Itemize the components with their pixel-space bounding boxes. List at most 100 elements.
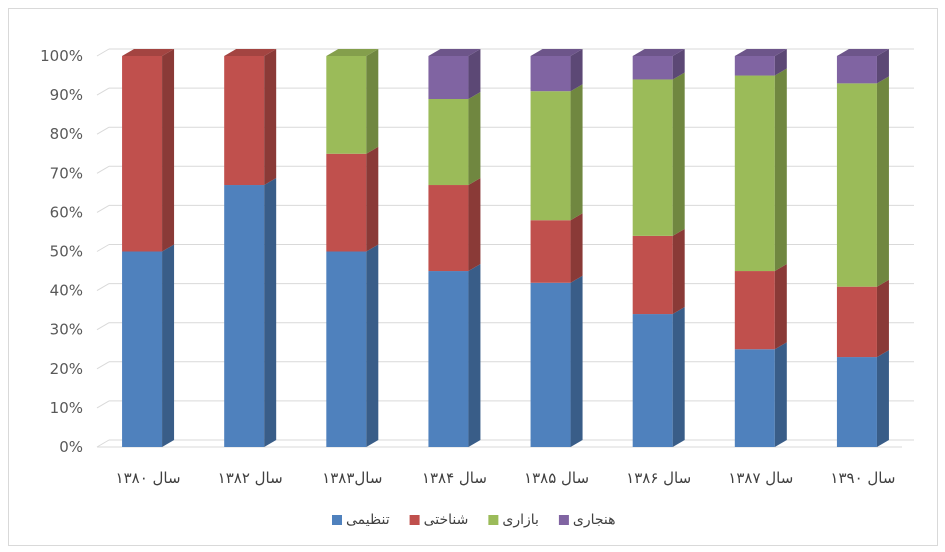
legend-swatch (488, 515, 499, 525)
gridline-depth (96, 439, 110, 448)
bar-segment-side (672, 307, 685, 447)
bar-segment-front (428, 99, 469, 186)
bar-segment-side (570, 49, 583, 92)
bar-segment-side (468, 49, 481, 100)
gridline-depth (96, 361, 110, 370)
bar-segment-side (774, 342, 787, 447)
bar-top (224, 49, 277, 56)
bar-segment-side (774, 264, 787, 350)
bar-segment-front (326, 153, 367, 252)
bar-segment-front (632, 79, 673, 236)
legend-label: بازاری (502, 512, 539, 528)
gridline-depth (96, 48, 110, 57)
bar-segment-front (836, 83, 877, 287)
bar-segment-front (224, 56, 265, 186)
stacked-bar-chart: 0% 10% 20% 30% 40% 50% 60% 70% 80% 90% 100% سال ۱۳۸… (40, 47, 914, 528)
legend-label: هنجاری (573, 512, 616, 528)
bar-segment-front (836, 357, 877, 447)
bar-segment-front (530, 91, 571, 221)
y-tick-label: 40% (50, 282, 83, 300)
y-tick-label: 90% (50, 86, 83, 104)
y-tick-label: 70% (50, 164, 83, 182)
bar-segment-front (530, 220, 571, 283)
gridline-depth (96, 204, 110, 213)
bar-segment-side (570, 84, 583, 221)
bar-segment-front (632, 235, 673, 315)
bar-segment-side (876, 76, 889, 287)
y-tick-label: 100% (40, 47, 83, 65)
bar-segment-side (468, 264, 481, 447)
gridline-depth (96, 400, 110, 409)
bar-segment-side (366, 49, 379, 154)
bar-segment-side (366, 244, 379, 447)
bar-top (122, 49, 175, 56)
gridline-depth (96, 126, 110, 135)
bar-segment-front (428, 271, 469, 447)
bar-segment-side (264, 178, 277, 447)
legend-swatch (558, 515, 569, 525)
y-tick-label: 0% (59, 438, 83, 456)
x-tick-label: سال۱۳۸۳ (322, 469, 382, 487)
y-tick-label: 50% (50, 243, 83, 261)
gridline-depth (96, 165, 110, 174)
bar-segment-front (734, 271, 775, 350)
bar-top (632, 49, 685, 56)
bar-segment-side (468, 178, 481, 272)
legend-label: شناختی (424, 512, 469, 528)
bar-segment-side (876, 279, 889, 358)
x-tick-label: سال ۱۳۸۰ (116, 469, 181, 487)
y-tick-label: 30% (50, 321, 83, 339)
legend-swatch (332, 515, 342, 525)
bar-segment-front (836, 286, 877, 358)
bar-segment-front (122, 56, 163, 252)
bar-segment-front (734, 56, 775, 76)
legend-label: تنظیمی (346, 512, 390, 528)
x-tick-label: سال ۱۳۹۰ (830, 469, 895, 487)
bar-segment-front (326, 56, 367, 154)
bar-top (836, 49, 889, 56)
gridline-depth (96, 322, 110, 331)
y-tick-label: 10% (50, 399, 83, 417)
x-tick-label: سال ۱۳۸۴ (422, 469, 487, 487)
chart-area: 0% 10% 20% 30% 40% 50% 60% 70% 80% 90% 100% سال ۱۳۸… (8, 8, 938, 546)
bar-segment-side (672, 228, 685, 315)
bar-segment-side (366, 146, 379, 252)
bar-top (530, 49, 583, 56)
bar-segment-side (876, 49, 889, 84)
bar-segment-front (428, 56, 469, 100)
bar-segment-side (570, 213, 583, 283)
bar-segment-side (264, 49, 277, 186)
y-tick-label: 60% (50, 203, 83, 221)
x-tick-label: سال ۱۳۸۷ (728, 469, 793, 487)
bar-segment-front (734, 75, 775, 272)
bar-segment-side (468, 92, 481, 186)
bar-segment-side (672, 72, 685, 236)
bar-segment-front (632, 56, 673, 80)
bar-segment-front (326, 251, 367, 447)
bar-segment-front (734, 349, 775, 447)
y-tick-label: 20% (50, 360, 83, 378)
bar-segment-front (632, 314, 673, 447)
bar-segment-side (570, 275, 583, 447)
bar-segment-front (122, 251, 163, 447)
x-tick-label: سال ۱۳۸۲ (218, 469, 283, 487)
bar-segment-front (428, 185, 469, 272)
bar-top (734, 49, 787, 56)
bar-top (326, 49, 379, 56)
bar-segment-side (162, 244, 175, 447)
legend-swatch (409, 515, 420, 525)
bar-segment-side (774, 68, 787, 272)
bar-segment-side (672, 49, 685, 80)
x-tick-label: سال ۱۳۸۶ (626, 469, 691, 487)
x-tick-label: سال ۱۳۸۵ (524, 469, 589, 487)
gridline-depth (96, 244, 110, 252)
bar-segment-side (774, 49, 787, 76)
gridline-depth (96, 87, 110, 96)
y-tick-label: 80% (50, 125, 83, 143)
bar-segment-side (162, 49, 175, 252)
bar-segment-front (224, 185, 265, 447)
gridline-depth (96, 283, 110, 292)
bar-top (428, 49, 481, 56)
bar-segment-front (530, 56, 571, 92)
bar-segment-front (836, 56, 877, 84)
